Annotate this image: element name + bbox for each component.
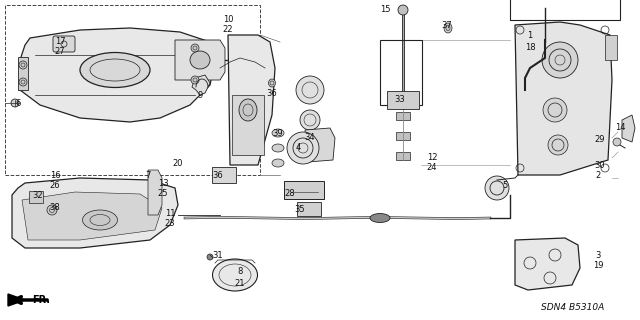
Text: 13: 13 bbox=[157, 179, 168, 188]
Text: 18: 18 bbox=[525, 44, 535, 52]
FancyBboxPatch shape bbox=[53, 36, 75, 52]
Text: 37: 37 bbox=[442, 20, 452, 29]
Ellipse shape bbox=[370, 213, 390, 222]
Text: SDN4 B5310A: SDN4 B5310A bbox=[541, 302, 605, 311]
Bar bbox=[396, 132, 410, 140]
Text: 5: 5 bbox=[502, 180, 508, 189]
Circle shape bbox=[150, 180, 160, 190]
Text: 28: 28 bbox=[285, 188, 295, 197]
Text: 10: 10 bbox=[223, 15, 233, 25]
Text: 31: 31 bbox=[212, 251, 223, 260]
Circle shape bbox=[191, 44, 199, 52]
Polygon shape bbox=[228, 35, 275, 165]
Circle shape bbox=[542, 42, 578, 78]
Circle shape bbox=[398, 5, 408, 15]
Ellipse shape bbox=[272, 129, 284, 137]
Bar bbox=[510, 0, 620, 20]
Text: 34: 34 bbox=[305, 133, 316, 142]
Text: 12: 12 bbox=[427, 154, 437, 163]
Ellipse shape bbox=[444, 23, 452, 33]
Polygon shape bbox=[148, 170, 162, 215]
Text: 22: 22 bbox=[223, 26, 233, 35]
Polygon shape bbox=[22, 192, 162, 240]
Circle shape bbox=[11, 99, 19, 107]
Ellipse shape bbox=[190, 51, 210, 69]
Circle shape bbox=[150, 195, 160, 205]
Circle shape bbox=[485, 176, 509, 200]
Circle shape bbox=[300, 110, 320, 130]
Text: 19: 19 bbox=[593, 260, 604, 269]
Text: 14: 14 bbox=[615, 124, 625, 132]
Text: 17: 17 bbox=[54, 37, 65, 46]
Circle shape bbox=[613, 138, 621, 146]
Polygon shape bbox=[622, 115, 635, 142]
Text: 9: 9 bbox=[197, 91, 203, 100]
Text: FR.: FR. bbox=[32, 295, 50, 305]
Circle shape bbox=[19, 61, 27, 69]
Ellipse shape bbox=[272, 144, 284, 152]
Circle shape bbox=[47, 205, 57, 215]
Bar bbox=[232, 95, 264, 155]
Text: 15: 15 bbox=[380, 5, 390, 14]
Text: 27: 27 bbox=[54, 47, 65, 57]
Polygon shape bbox=[20, 28, 215, 122]
Text: 36: 36 bbox=[267, 89, 277, 98]
Circle shape bbox=[543, 98, 567, 122]
Circle shape bbox=[19, 78, 27, 86]
Text: 36: 36 bbox=[212, 171, 223, 180]
Polygon shape bbox=[515, 238, 580, 290]
FancyBboxPatch shape bbox=[212, 167, 236, 183]
Circle shape bbox=[548, 135, 568, 155]
Text: 11: 11 bbox=[164, 209, 175, 218]
Text: 21: 21 bbox=[235, 278, 245, 287]
Text: 26: 26 bbox=[50, 180, 60, 189]
Text: 2: 2 bbox=[595, 171, 600, 180]
Text: 29: 29 bbox=[595, 135, 605, 145]
Circle shape bbox=[287, 132, 319, 164]
FancyBboxPatch shape bbox=[284, 181, 324, 199]
Ellipse shape bbox=[212, 259, 257, 291]
Ellipse shape bbox=[80, 52, 150, 87]
Text: 33: 33 bbox=[395, 95, 405, 105]
Bar bbox=[605, 35, 617, 60]
Text: 32: 32 bbox=[33, 190, 44, 199]
Text: 24: 24 bbox=[427, 164, 437, 172]
Polygon shape bbox=[305, 128, 335, 162]
Polygon shape bbox=[192, 75, 210, 95]
Circle shape bbox=[191, 76, 199, 84]
Bar bbox=[396, 112, 410, 120]
Text: 3: 3 bbox=[595, 251, 601, 260]
Circle shape bbox=[296, 76, 324, 104]
Ellipse shape bbox=[272, 159, 284, 167]
Text: 20: 20 bbox=[173, 158, 183, 167]
Bar bbox=[396, 92, 410, 100]
Text: 7: 7 bbox=[145, 171, 150, 180]
Bar bbox=[5, 5, 260, 175]
FancyBboxPatch shape bbox=[387, 91, 419, 109]
Text: 1: 1 bbox=[527, 30, 532, 39]
Bar bbox=[380, 40, 422, 105]
Text: 38: 38 bbox=[50, 203, 60, 212]
Ellipse shape bbox=[239, 99, 257, 121]
Bar bbox=[396, 152, 410, 160]
Text: 16: 16 bbox=[50, 171, 60, 180]
Ellipse shape bbox=[269, 79, 275, 87]
Text: 4: 4 bbox=[296, 143, 301, 153]
Text: 8: 8 bbox=[237, 268, 243, 276]
Polygon shape bbox=[175, 40, 225, 80]
Polygon shape bbox=[8, 294, 25, 306]
Text: 39: 39 bbox=[273, 129, 284, 138]
Text: 6: 6 bbox=[15, 99, 20, 108]
Text: 30: 30 bbox=[595, 161, 605, 170]
Circle shape bbox=[207, 254, 213, 260]
FancyBboxPatch shape bbox=[297, 202, 321, 216]
Text: 35: 35 bbox=[294, 205, 305, 214]
Ellipse shape bbox=[83, 210, 118, 230]
Text: 25: 25 bbox=[157, 188, 168, 197]
Polygon shape bbox=[515, 22, 612, 175]
FancyBboxPatch shape bbox=[29, 191, 43, 203]
Text: 23: 23 bbox=[164, 219, 175, 228]
Polygon shape bbox=[18, 57, 28, 90]
Polygon shape bbox=[12, 178, 178, 248]
